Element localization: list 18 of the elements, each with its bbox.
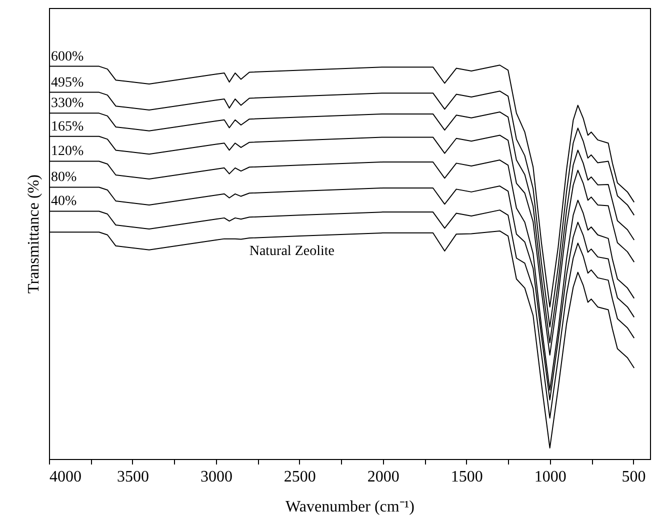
series-label: 600% — [51, 49, 84, 64]
x-tick-label: 3000 — [200, 468, 232, 486]
series-label: 80% — [51, 170, 77, 186]
series-label: 165% — [51, 119, 84, 134]
x-tick-label: 3500 — [116, 468, 149, 486]
series-label: 495% — [51, 75, 84, 90]
x-tick-label: 4000 — [50, 468, 82, 486]
x-tick-label: 1000 — [534, 468, 566, 486]
x-tick-label: 2000 — [367, 468, 400, 486]
x-tick-label: 1500 — [450, 468, 483, 486]
series-label: 330% — [51, 96, 84, 112]
x-tick-label: 500 — [622, 468, 646, 486]
series-label: 120% — [51, 144, 84, 160]
y-axis-title: Transmittance (%) — [26, 174, 42, 294]
x-tick-label: 2500 — [284, 468, 316, 486]
series-label: 40% — [51, 194, 77, 210]
x-axis-title: Wavenumber (cm⁻¹) — [286, 498, 414, 516]
series-label: Natural Zeolite — [249, 244, 334, 260]
